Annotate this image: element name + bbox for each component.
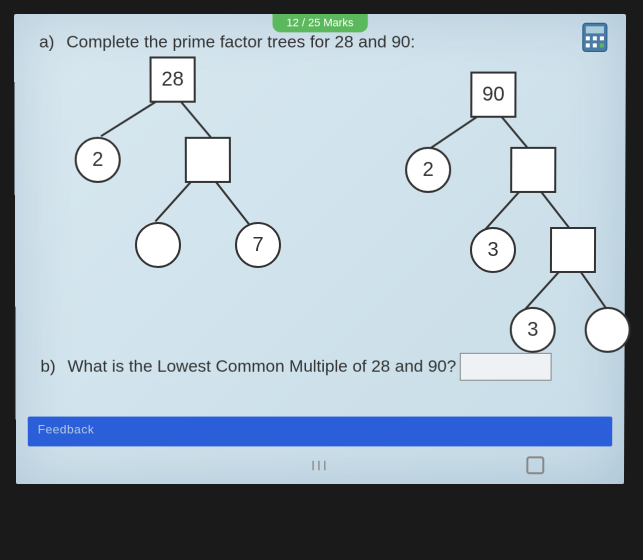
part-a-text: Complete the prime factor trees for 28 a… — [66, 32, 415, 52]
tree28-node-l2b: 7 — [235, 222, 281, 268]
recent-apps-icon[interactable]: III — [311, 457, 329, 473]
trees-area: 2827 90233 — [14, 56, 626, 346]
feedback-bar[interactable]: Feedback — [28, 417, 613, 447]
tree-edge — [485, 188, 523, 230]
part-a-label: a) — [39, 32, 54, 52]
calculator-icon[interactable] — [582, 22, 608, 52]
tree-edge — [578, 269, 608, 311]
tree90-node-l1a: 2 — [405, 147, 451, 193]
tree28-node-l1a: 2 — [75, 137, 121, 183]
tree-edge — [101, 97, 163, 137]
tree-edge — [155, 178, 195, 222]
device-nav-bar: III — [16, 452, 624, 478]
tree-edge — [525, 268, 563, 310]
tree90-node-l2a: 3 — [470, 227, 516, 273]
tree28-node-root: 28 — [150, 56, 196, 102]
tree28-node-l1b[interactable] — [185, 137, 231, 183]
tree90-node-l3b[interactable] — [585, 307, 631, 353]
part-b-label: b) — [40, 357, 55, 377]
marks-pill: 12 / 25 Marks — [273, 14, 368, 32]
worksheet: 12 / 25 Marks a) Complete the prime fact… — [14, 14, 626, 484]
tree90-node-root: 90 — [470, 72, 516, 118]
tree90-node-l2b[interactable] — [550, 227, 596, 273]
feedback-label: Feedback — [28, 417, 613, 443]
tree-edge — [213, 179, 253, 229]
tree90-node-l3a: 3 — [510, 307, 556, 353]
tree28-node-l2a[interactable] — [135, 222, 181, 268]
tree-edge — [178, 99, 215, 143]
lcm-answer-input[interactable] — [460, 353, 552, 381]
home-icon[interactable] — [526, 456, 544, 474]
tree90-node-l1b[interactable] — [510, 147, 556, 193]
part-b-text: What is the Lowest Common Multiple of 28… — [68, 357, 457, 377]
